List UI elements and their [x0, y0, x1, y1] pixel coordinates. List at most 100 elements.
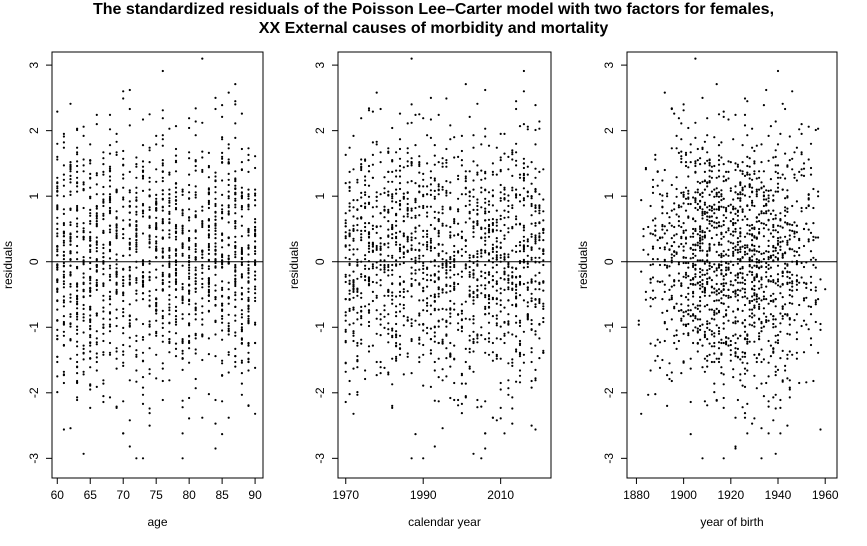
data-point — [356, 208, 359, 211]
data-point — [102, 231, 105, 234]
data-point — [503, 306, 506, 309]
data-point — [538, 298, 541, 301]
data-point — [651, 191, 655, 194]
data-point — [391, 195, 394, 198]
data-point — [387, 242, 390, 245]
data-point — [710, 291, 714, 294]
data-point — [344, 275, 347, 278]
data-point — [703, 294, 707, 297]
data-point — [141, 202, 145, 206]
data-point — [751, 127, 754, 130]
data-point — [729, 211, 732, 214]
data-point — [670, 244, 673, 248]
data-point — [484, 232, 487, 235]
data-point — [418, 242, 421, 245]
data-point — [687, 292, 690, 295]
data-point — [720, 254, 723, 257]
data-point — [668, 298, 671, 301]
data-point — [732, 138, 735, 141]
data-point — [802, 351, 806, 354]
data-point — [480, 237, 483, 240]
data-point — [398, 263, 402, 266]
data-point — [772, 292, 775, 295]
data-point — [760, 427, 763, 430]
data-point — [234, 203, 237, 206]
data-point — [429, 352, 432, 355]
data-point — [753, 249, 756, 252]
data-point — [530, 322, 533, 326]
data-point — [135, 220, 138, 223]
data-point — [441, 307, 444, 310]
data-point — [673, 250, 676, 253]
data-point — [484, 263, 487, 267]
data-point — [221, 359, 224, 362]
data-point — [240, 215, 243, 218]
data-point — [538, 301, 541, 305]
data-point — [95, 225, 98, 228]
data-point — [682, 222, 685, 225]
data-point — [254, 252, 257, 255]
data-point — [168, 340, 171, 343]
data-point — [344, 212, 347, 215]
data-point — [62, 286, 65, 289]
data-point — [426, 297, 429, 300]
data-point — [670, 259, 673, 262]
y-tick-label: 1 — [602, 193, 616, 200]
data-point — [701, 323, 704, 326]
data-point — [426, 134, 429, 137]
data-point — [769, 256, 773, 259]
data-point — [530, 297, 533, 300]
data-point — [776, 164, 780, 167]
data-point — [495, 250, 498, 253]
data-point — [76, 313, 79, 316]
data-point — [168, 236, 171, 239]
data-point — [76, 190, 79, 193]
data-point — [696, 307, 699, 310]
data-point — [181, 212, 184, 215]
data-point — [776, 190, 780, 193]
data-point — [781, 226, 784, 229]
data-point — [128, 315, 131, 318]
data-point — [809, 343, 813, 347]
data-point — [122, 282, 125, 285]
data-point — [751, 186, 754, 189]
data-point — [406, 160, 409, 163]
data-point — [391, 404, 394, 407]
data-point — [174, 249, 178, 252]
data-point — [414, 214, 417, 217]
data-point — [713, 332, 716, 335]
data-point — [181, 193, 184, 196]
data-point — [141, 376, 145, 379]
data-point — [464, 193, 467, 196]
data-point — [484, 189, 487, 192]
data-point — [755, 264, 758, 267]
data-point — [661, 236, 664, 239]
data-point — [758, 176, 761, 179]
data-point — [495, 263, 498, 267]
data-point — [743, 250, 747, 253]
data-point — [108, 243, 112, 246]
data-point — [725, 170, 728, 173]
data-point — [776, 278, 780, 281]
data-point — [765, 204, 768, 207]
y-axis-title: residuals — [576, 241, 590, 289]
y-tick-label: -1 — [313, 322, 327, 333]
data-point — [148, 176, 151, 179]
data-point — [732, 234, 735, 237]
data-point — [168, 246, 171, 250]
data-point — [741, 210, 744, 213]
data-point — [395, 259, 398, 262]
data-point — [433, 154, 436, 157]
data-point — [437, 270, 440, 273]
data-point — [680, 309, 683, 312]
data-point — [682, 256, 685, 259]
data-point — [701, 344, 704, 347]
data-point — [240, 252, 243, 255]
data-point — [433, 360, 436, 364]
data-point — [122, 177, 125, 180]
data-point — [464, 244, 467, 248]
data-point — [649, 278, 652, 281]
data-point — [743, 194, 747, 197]
data-point — [727, 319, 730, 322]
data-point — [445, 325, 448, 328]
